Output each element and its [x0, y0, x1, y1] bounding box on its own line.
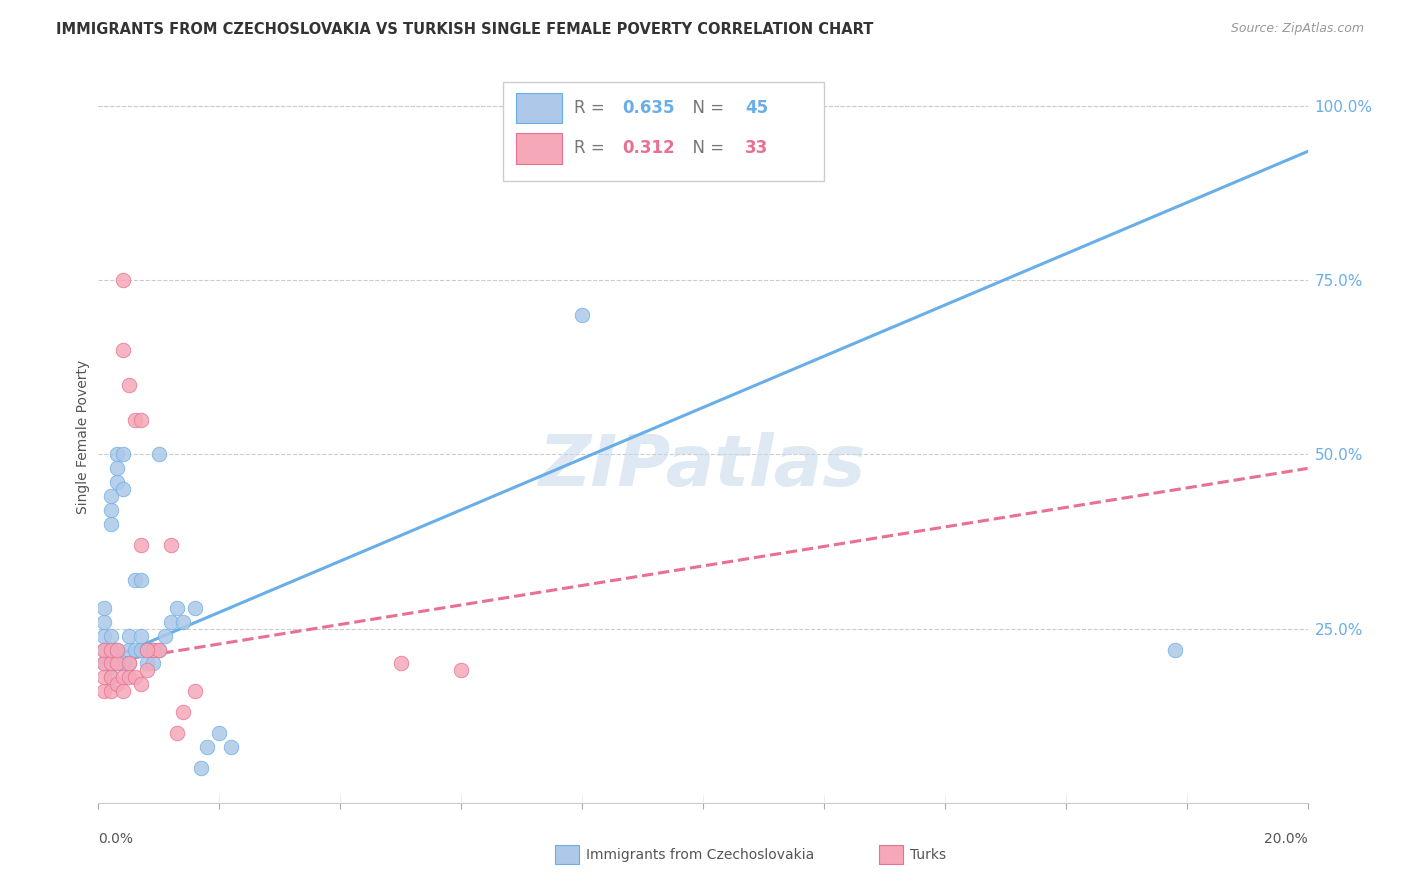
Point	[124, 573, 146, 587]
Point	[124, 642, 146, 657]
Point	[190, 761, 212, 775]
Point	[105, 448, 128, 462]
Point	[208, 726, 231, 740]
Point	[111, 657, 134, 671]
Point	[93, 629, 115, 643]
Point	[93, 684, 115, 698]
Point	[124, 670, 146, 684]
Point	[129, 629, 152, 643]
Point	[118, 629, 141, 643]
Point	[148, 448, 170, 462]
Point	[105, 461, 128, 475]
Point	[389, 657, 412, 671]
Point	[118, 642, 141, 657]
Point	[148, 642, 170, 657]
Text: 0.635: 0.635	[621, 99, 675, 117]
Point	[111, 343, 134, 357]
Point	[93, 642, 115, 657]
Y-axis label: Single Female Poverty: Single Female Poverty	[76, 360, 90, 514]
Point	[129, 677, 152, 691]
Point	[100, 503, 122, 517]
Text: IMMIGRANTS FROM CZECHOSLOVAKIA VS TURKISH SINGLE FEMALE POVERTY CORRELATION CHAR: IMMIGRANTS FROM CZECHOSLOVAKIA VS TURKIS…	[56, 22, 873, 37]
FancyBboxPatch shape	[503, 82, 824, 181]
Text: N =: N =	[682, 99, 730, 117]
Point	[118, 657, 141, 671]
Text: Turks: Turks	[910, 847, 946, 862]
Text: Immigrants from Czechoslovakia: Immigrants from Czechoslovakia	[586, 847, 814, 862]
Point	[100, 489, 122, 503]
Point	[111, 670, 134, 684]
Point	[142, 642, 165, 657]
Point	[129, 412, 152, 426]
Point	[100, 642, 122, 657]
Point	[93, 600, 115, 615]
Point	[129, 573, 152, 587]
Point	[100, 517, 122, 532]
Point	[118, 670, 141, 684]
Point	[135, 657, 157, 671]
Point	[100, 684, 122, 698]
Point	[172, 705, 194, 719]
Point	[105, 642, 128, 657]
Text: 0.0%: 0.0%	[98, 832, 134, 846]
Point	[111, 483, 134, 497]
FancyBboxPatch shape	[516, 93, 561, 123]
Point	[100, 670, 122, 684]
Point	[118, 377, 141, 392]
Point	[93, 657, 115, 671]
Point	[100, 642, 122, 657]
Point	[105, 657, 128, 671]
Text: ZIPatlas: ZIPatlas	[540, 432, 866, 500]
Point	[105, 657, 128, 671]
Point	[142, 642, 165, 657]
Point	[93, 642, 115, 657]
Point	[93, 657, 115, 671]
Point	[93, 615, 115, 629]
Point	[124, 412, 146, 426]
Point	[129, 538, 152, 552]
Point	[160, 538, 183, 552]
Point	[135, 664, 157, 678]
Point	[100, 657, 122, 671]
Point	[184, 600, 207, 615]
Text: R =: R =	[574, 139, 610, 157]
FancyBboxPatch shape	[516, 133, 561, 163]
Point	[172, 615, 194, 629]
Text: Source: ZipAtlas.com: Source: ZipAtlas.com	[1230, 22, 1364, 36]
Point	[100, 657, 122, 671]
Text: R =: R =	[574, 99, 610, 117]
Text: 20.0%: 20.0%	[1264, 832, 1308, 846]
Point	[166, 726, 188, 740]
Point	[450, 664, 472, 678]
Point	[571, 308, 593, 322]
Point	[93, 670, 115, 684]
Point	[100, 670, 122, 684]
Text: N =: N =	[682, 139, 730, 157]
Point	[135, 642, 157, 657]
Point	[118, 657, 141, 671]
Point	[160, 615, 183, 629]
Point	[135, 642, 157, 657]
Point	[100, 629, 122, 643]
Point	[105, 475, 128, 490]
Point	[195, 740, 218, 755]
Point	[166, 600, 188, 615]
Point	[142, 657, 165, 671]
Point	[221, 740, 243, 755]
Text: 33: 33	[745, 139, 769, 157]
Text: 45: 45	[745, 99, 769, 117]
Point	[111, 684, 134, 698]
Point	[148, 642, 170, 657]
Point	[153, 629, 176, 643]
Point	[111, 273, 134, 287]
Point	[184, 684, 207, 698]
Point	[1163, 642, 1185, 657]
Point	[129, 642, 152, 657]
Point	[105, 677, 128, 691]
Point	[111, 448, 134, 462]
Point	[105, 642, 128, 657]
Text: 0.312: 0.312	[621, 139, 675, 157]
